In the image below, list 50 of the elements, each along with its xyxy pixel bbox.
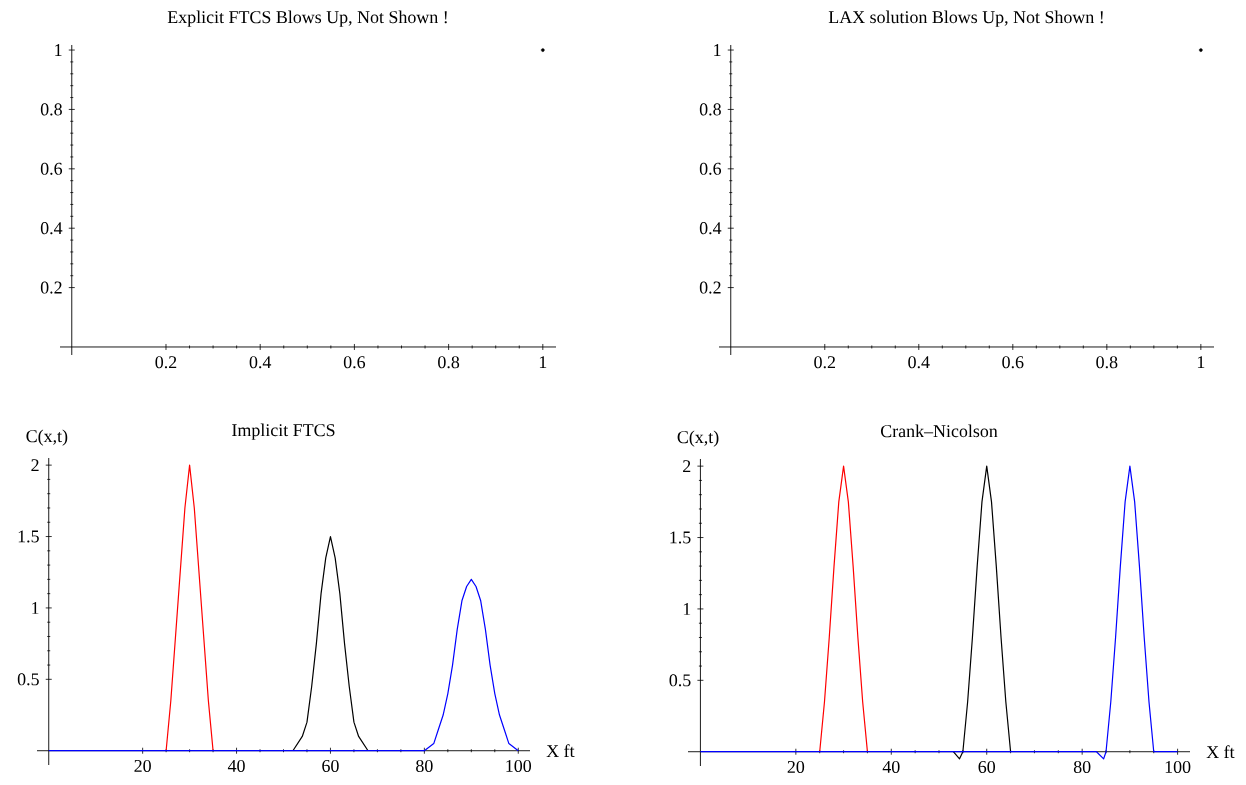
y-tick-label: 0.6 [699,162,722,175]
y-axis-title: C(x,t) [26,429,68,446]
y-tick-label: 0.4 [699,222,722,235]
y-tick-label: 1 [683,603,691,615]
x-tick-label: 80 [1073,760,1091,773]
x-tick-label: 0.6 [1002,356,1024,369]
y-tick-label: 2 [683,460,691,473]
y-tick-label: 1.5 [18,530,39,543]
y-tick-label: 0.5 [17,673,39,686]
y-tick-label: 0.8 [40,103,62,116]
x-tick-label: 20 [787,760,805,773]
x-tick-label: 40 [882,760,900,773]
y-tick-label: 2 [31,459,39,472]
y-tick-label: 0.2 [40,281,62,294]
line-series [48,578,519,752]
x-tick-label: 60 [322,759,339,772]
x-tick-label: 0.2 [155,356,177,369]
y-tick-label: 0.5 [669,674,691,687]
x-tick-label: 20 [134,759,151,772]
x-tick-label: 0.4 [249,356,272,369]
line-series [699,465,1179,760]
y-tick-label: 1.5 [670,531,691,544]
y-tick-label: 0.2 [699,281,721,294]
x-tick-label: 1 [539,356,547,368]
x-tick-label: 0.2 [814,356,836,369]
x-tick-label: 0.6 [343,356,366,369]
x-tick-label: 100 [1165,760,1191,773]
y-tick-label: 0.8 [699,103,721,116]
x-tick-label: 100 [506,759,532,772]
y-tick-label: 1 [55,44,62,56]
x-tick-label: 80 [416,759,433,772]
y-tick-label: 1 [32,602,39,614]
y-tick-label: 0.6 [40,162,63,175]
x-axis-title: X ft [1206,745,1235,759]
x-tick-label: 1 [1197,356,1205,368]
y-tick-label: 0.4 [40,222,63,235]
chart-title: Crank–Nicolson [880,424,998,438]
x-tick-label: 0.8 [438,356,460,369]
chart-title: Explicit FTCS Blows Up, Not Shown ! [167,10,447,27]
x-tick-label: 60 [978,760,996,773]
x-tick-label: 0.4 [908,356,930,369]
line-series [292,535,369,752]
y-tick-label: 1 [714,44,721,56]
x-axis-title: X ft [546,744,575,758]
x-tick-label: 40 [227,759,245,772]
y-axis-title: C(x,t) [677,430,719,447]
x-tick-label: 0.8 [1096,356,1118,369]
line-series [819,465,869,753]
chart-title: LAX solution Blows Up, Not Shown ! [828,10,1103,27]
chart-title: Implicit FTCS [232,423,335,440]
